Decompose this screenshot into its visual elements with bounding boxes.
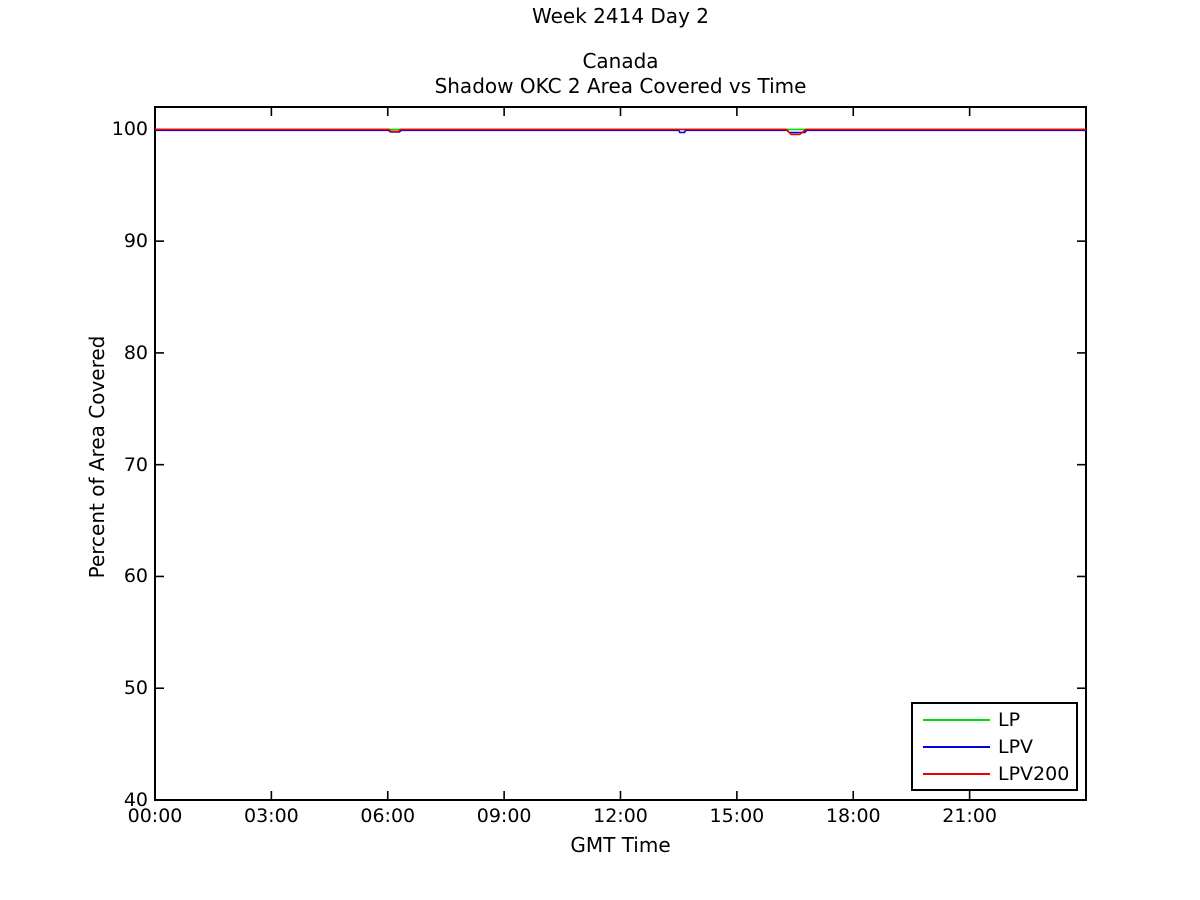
x-tick-label: 03:00 <box>243 805 299 827</box>
x-tick-label: 15:00 <box>709 805 765 827</box>
x-tick-label: 18:00 <box>825 805 881 827</box>
legend-item-lpv200: LPV200 <box>913 760 1076 787</box>
y-tick-label: 40 <box>123 789 148 811</box>
series-lpv200 <box>155 128 1086 136</box>
legend-item-lp: LP <box>913 706 1076 733</box>
y-tick-label: 70 <box>123 453 148 476</box>
legend: LP LPV LPV200 <box>911 702 1078 791</box>
lpv200-line-swatch <box>923 772 990 775</box>
y-tick-label: 100 <box>111 118 148 141</box>
legend-item-lpv: LPV <box>913 733 1076 760</box>
x-tick-label: 06:00 <box>360 805 416 827</box>
axes-title-line1: Canada <box>582 49 659 73</box>
y-axis-label: Percent of Area Covered <box>85 335 109 579</box>
legend-label-lpv: LPV <box>998 735 1034 758</box>
legend-label-lpv200: LPV200 <box>998 762 1070 785</box>
y-tick-label: 80 <box>123 341 148 364</box>
legend-label-lp: LP <box>998 708 1021 731</box>
series-lpv <box>155 129 1086 134</box>
x-axis-label: GMT Time <box>570 833 671 857</box>
lpv-line-swatch <box>923 745 990 748</box>
figure-title: Week 2414 Day 2 <box>532 4 709 28</box>
lp-line-swatch <box>923 718 990 721</box>
x-tick-label: 00:00 <box>127 805 183 827</box>
y-tick-label: 60 <box>123 565 148 588</box>
x-tick-label: 21:00 <box>942 805 997 827</box>
y-tick-label: 90 <box>123 230 148 253</box>
axes-title-line2: Shadow OKC 2 Area Covered vs Time <box>434 74 807 98</box>
axes-title: Canada Shadow OKC 2 Area Covered vs Time <box>155 49 1086 99</box>
x-tick-label: 12:00 <box>593 805 648 827</box>
x-tick-label: 09:00 <box>476 805 532 827</box>
y-tick-label: 50 <box>123 677 148 700</box>
